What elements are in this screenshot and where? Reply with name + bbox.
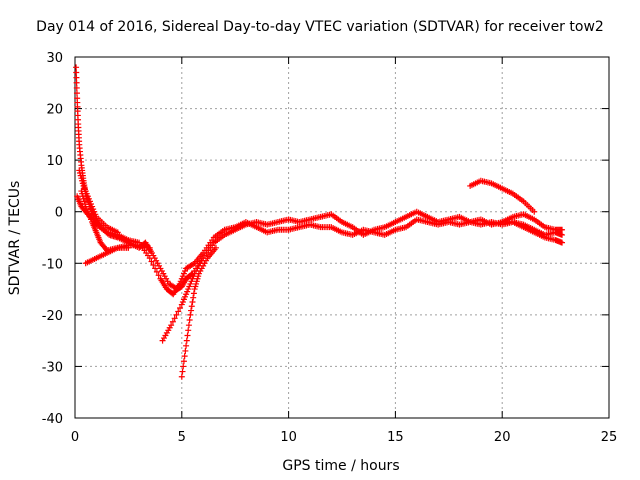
plot-frame	[74, 56, 610, 419]
x-tick-label: 10	[280, 430, 297, 445]
y-axis-label: SDTVAR / TECUs	[7, 181, 23, 296]
data-point	[181, 353, 188, 360]
x-axis-label: GPS time / hours	[282, 458, 399, 474]
data-point	[559, 239, 566, 246]
x-tick-label: 0	[71, 430, 79, 445]
data-point	[169, 318, 176, 325]
data-point	[183, 337, 190, 344]
y-tick-label: 30	[46, 51, 63, 66]
data-point	[185, 322, 192, 329]
y-tick-label: -20	[42, 309, 63, 324]
data-point	[73, 90, 80, 97]
data-point	[180, 358, 187, 365]
y-tick-label: 20	[46, 103, 63, 118]
data-point	[168, 322, 175, 329]
series-track-h	[467, 177, 538, 215]
y-tick-label: 10	[46, 154, 63, 169]
series-track-i	[499, 211, 566, 233]
data-point	[183, 342, 190, 349]
grid-lines	[75, 57, 609, 418]
data-point	[210, 239, 217, 246]
data-point	[190, 290, 197, 297]
data-point	[73, 79, 80, 86]
data-point	[180, 363, 187, 370]
data-point	[182, 347, 189, 354]
data-point	[178, 373, 185, 380]
data-point	[188, 307, 195, 314]
chart-title: Day 014 of 2016, Sidereal Day-to-day VTE…	[36, 19, 604, 35]
y-tick-label: 0	[55, 206, 63, 221]
axis-ticks: 0 5 10 15 20 25 30 20 10 0 -10 -20 -30 -40	[42, 51, 618, 445]
data-point	[187, 311, 194, 318]
data-point	[73, 64, 80, 71]
x-tick-label: 5	[178, 430, 186, 445]
data-point	[148, 258, 155, 265]
y-tick-label: -30	[42, 360, 63, 375]
data-point	[153, 268, 160, 275]
data-point	[189, 298, 196, 305]
data-point	[177, 304, 184, 311]
series-track-d	[82, 244, 132, 267]
data-series	[73, 64, 566, 380]
data-point	[559, 226, 566, 233]
data-point	[73, 84, 80, 91]
data-point	[531, 208, 538, 215]
data-point	[114, 229, 121, 236]
data-point	[188, 303, 195, 310]
data-point	[125, 244, 132, 251]
x-tick-label: 15	[387, 430, 404, 445]
data-point	[73, 69, 80, 76]
data-point	[146, 244, 153, 251]
data-point	[173, 311, 180, 318]
data-point	[155, 272, 162, 279]
series-track-b	[74, 193, 566, 298]
y-tick-label: -10	[42, 257, 63, 272]
x-tick-label: 20	[494, 430, 511, 445]
data-point	[171, 315, 178, 322]
series-track-g	[178, 244, 219, 380]
data-point	[175, 308, 182, 315]
data-point	[146, 255, 153, 262]
x-tick-label: 25	[601, 430, 618, 445]
series-track-e	[76, 167, 121, 236]
data-point	[150, 262, 157, 269]
data-point	[179, 368, 186, 375]
data-point	[186, 317, 193, 324]
data-point	[185, 327, 192, 334]
data-point	[190, 294, 197, 301]
data-point	[212, 244, 219, 251]
data-point	[152, 265, 159, 272]
data-point	[559, 231, 566, 238]
data-point	[184, 332, 191, 339]
y-tick-label: -40	[42, 412, 63, 427]
data-point	[73, 74, 80, 81]
